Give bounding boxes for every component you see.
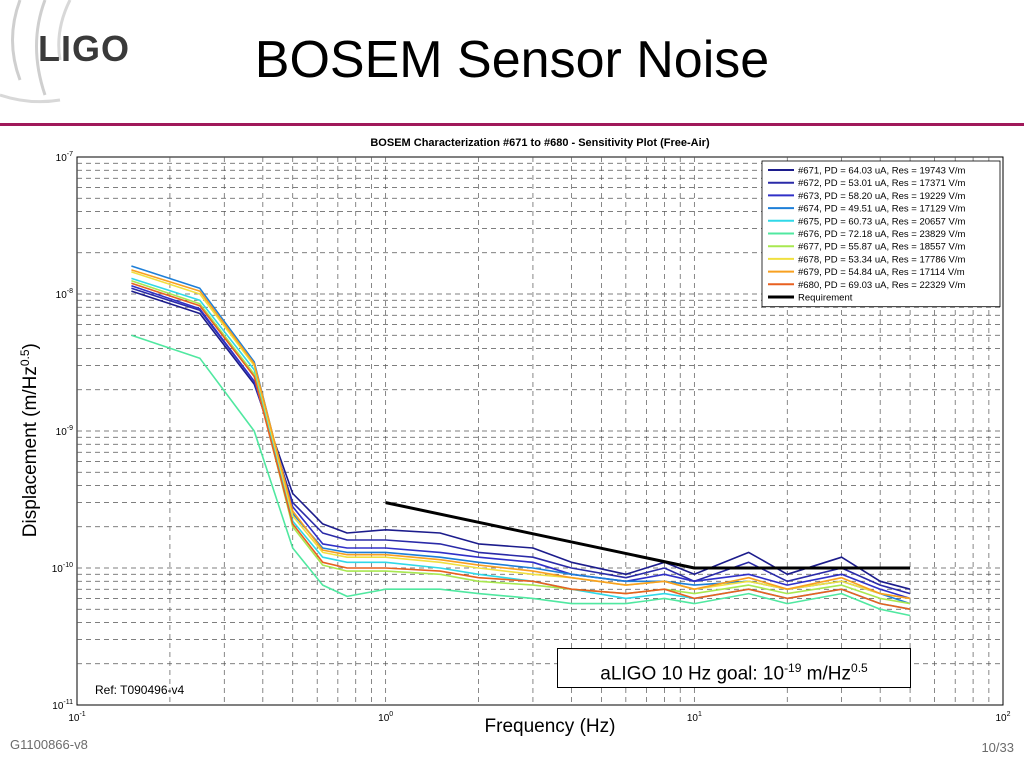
document-id: G1100866-v8 [10, 737, 88, 752]
series-line [131, 287, 911, 595]
x-tick-label: 102 [995, 711, 1010, 724]
title-divider [0, 123, 1024, 126]
x-tick-label: 101 [687, 711, 702, 724]
legend-entry: #671, PD = 64.03 uA, Res = 19743 V/m [798, 166, 966, 177]
y-tick-label: 10-7 [56, 151, 73, 164]
legend-entry: #673, PD = 58.20 uA, Res = 19229 V/m [798, 191, 966, 202]
legend-entry: #674, PD = 49.51 uA, Res = 17129 V/m [798, 204, 966, 215]
legend-entry: #672, PD = 53.01 uA, Res = 17371 V/m [798, 178, 966, 189]
legend-entry: Requirement [798, 293, 853, 304]
reference-note: Ref: T090496-v4 [95, 683, 185, 697]
y-tick-label: 10-10 [52, 562, 73, 575]
series-line [131, 282, 911, 610]
x-tick-label: 10-1 [68, 711, 85, 724]
ligo-logo: LIGO [0, 0, 150, 110]
legend-entry: #677, PD = 55.87 uA, Res = 18557 V/m [798, 242, 966, 253]
y-tick-label: 10-9 [56, 425, 73, 438]
legend-box [761, 160, 1001, 308]
chart-title: BOSEM Characterization #671 to #680 - Se… [370, 137, 710, 149]
series-line [131, 334, 911, 617]
x-axis-label: Frequency (Hz) [484, 716, 616, 737]
sensitivity-chart: BOSEM Characterization #671 to #680 - Se… [52, 137, 1011, 724]
series-line [131, 269, 911, 600]
series-line [131, 290, 911, 590]
page-number: 10/33 [981, 740, 1014, 755]
goal-annotation: aLIGO 10 Hz goal: 10-19 m/Hz0.5 [557, 648, 911, 688]
legend-entry: #680, PD = 69.03 uA, Res = 22329 V/m [798, 280, 966, 291]
series-line [131, 279, 911, 605]
logo-arcs-icon [0, 0, 72, 104]
series-line [131, 284, 911, 600]
x-tick-label: 100 [378, 711, 393, 724]
y-axis-label: Displacement (m/Hz0.5) [17, 343, 42, 538]
legend-entry: #678, PD = 53.34 uA, Res = 17786 V/m [798, 254, 966, 265]
logo-text: LIGO [38, 28, 130, 69]
series-line [385, 501, 911, 570]
legend-entry: #679, PD = 54.84 uA, Res = 17114 V/m [798, 267, 965, 278]
slide-title: BOSEM Sensor Noise [254, 31, 770, 89]
y-tick-label: 10-11 [52, 699, 73, 712]
legend-entry: #675, PD = 60.73 uA, Res = 20657 V/m [798, 216, 966, 227]
y-tick-label: 10-8 [56, 288, 73, 301]
legend-entry: #676, PD = 72.18 uA, Res = 23829 V/m [798, 229, 966, 240]
